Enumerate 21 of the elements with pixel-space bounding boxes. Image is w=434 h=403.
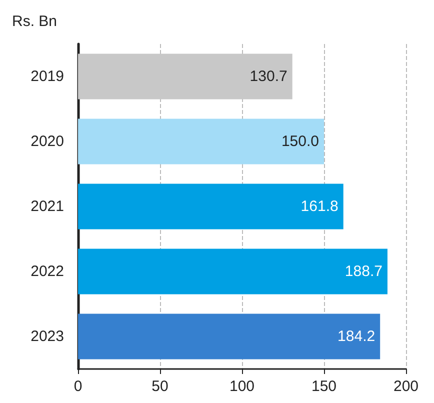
y-tick-label: 2022 [30, 263, 64, 280]
bar [78, 248, 388, 294]
y-tick-label: 2021 [30, 198, 64, 215]
x-tick-label: 50 [152, 378, 168, 395]
x-tick-label: 200 [393, 378, 419, 395]
x-tick-label: 100 [229, 378, 255, 395]
bar [78, 314, 380, 360]
data-label: 150.0 [281, 133, 319, 150]
y-tick-label: 2020 [30, 133, 64, 150]
x-tick-label: 0 [74, 378, 82, 395]
bar [78, 54, 292, 100]
y-tick-label: 2019 [30, 68, 64, 85]
data-label: 161.8 [300, 198, 338, 215]
y-axis-title: Rs. Bn [12, 13, 58, 30]
data-label: 130.7 [250, 68, 288, 85]
bar [78, 184, 344, 230]
y-tick-label: 2023 [30, 328, 64, 345]
data-label: 188.7 [344, 263, 382, 280]
data-label: 184.2 [338, 328, 376, 345]
bar [78, 118, 324, 164]
x-tick-label: 150 [311, 378, 337, 395]
